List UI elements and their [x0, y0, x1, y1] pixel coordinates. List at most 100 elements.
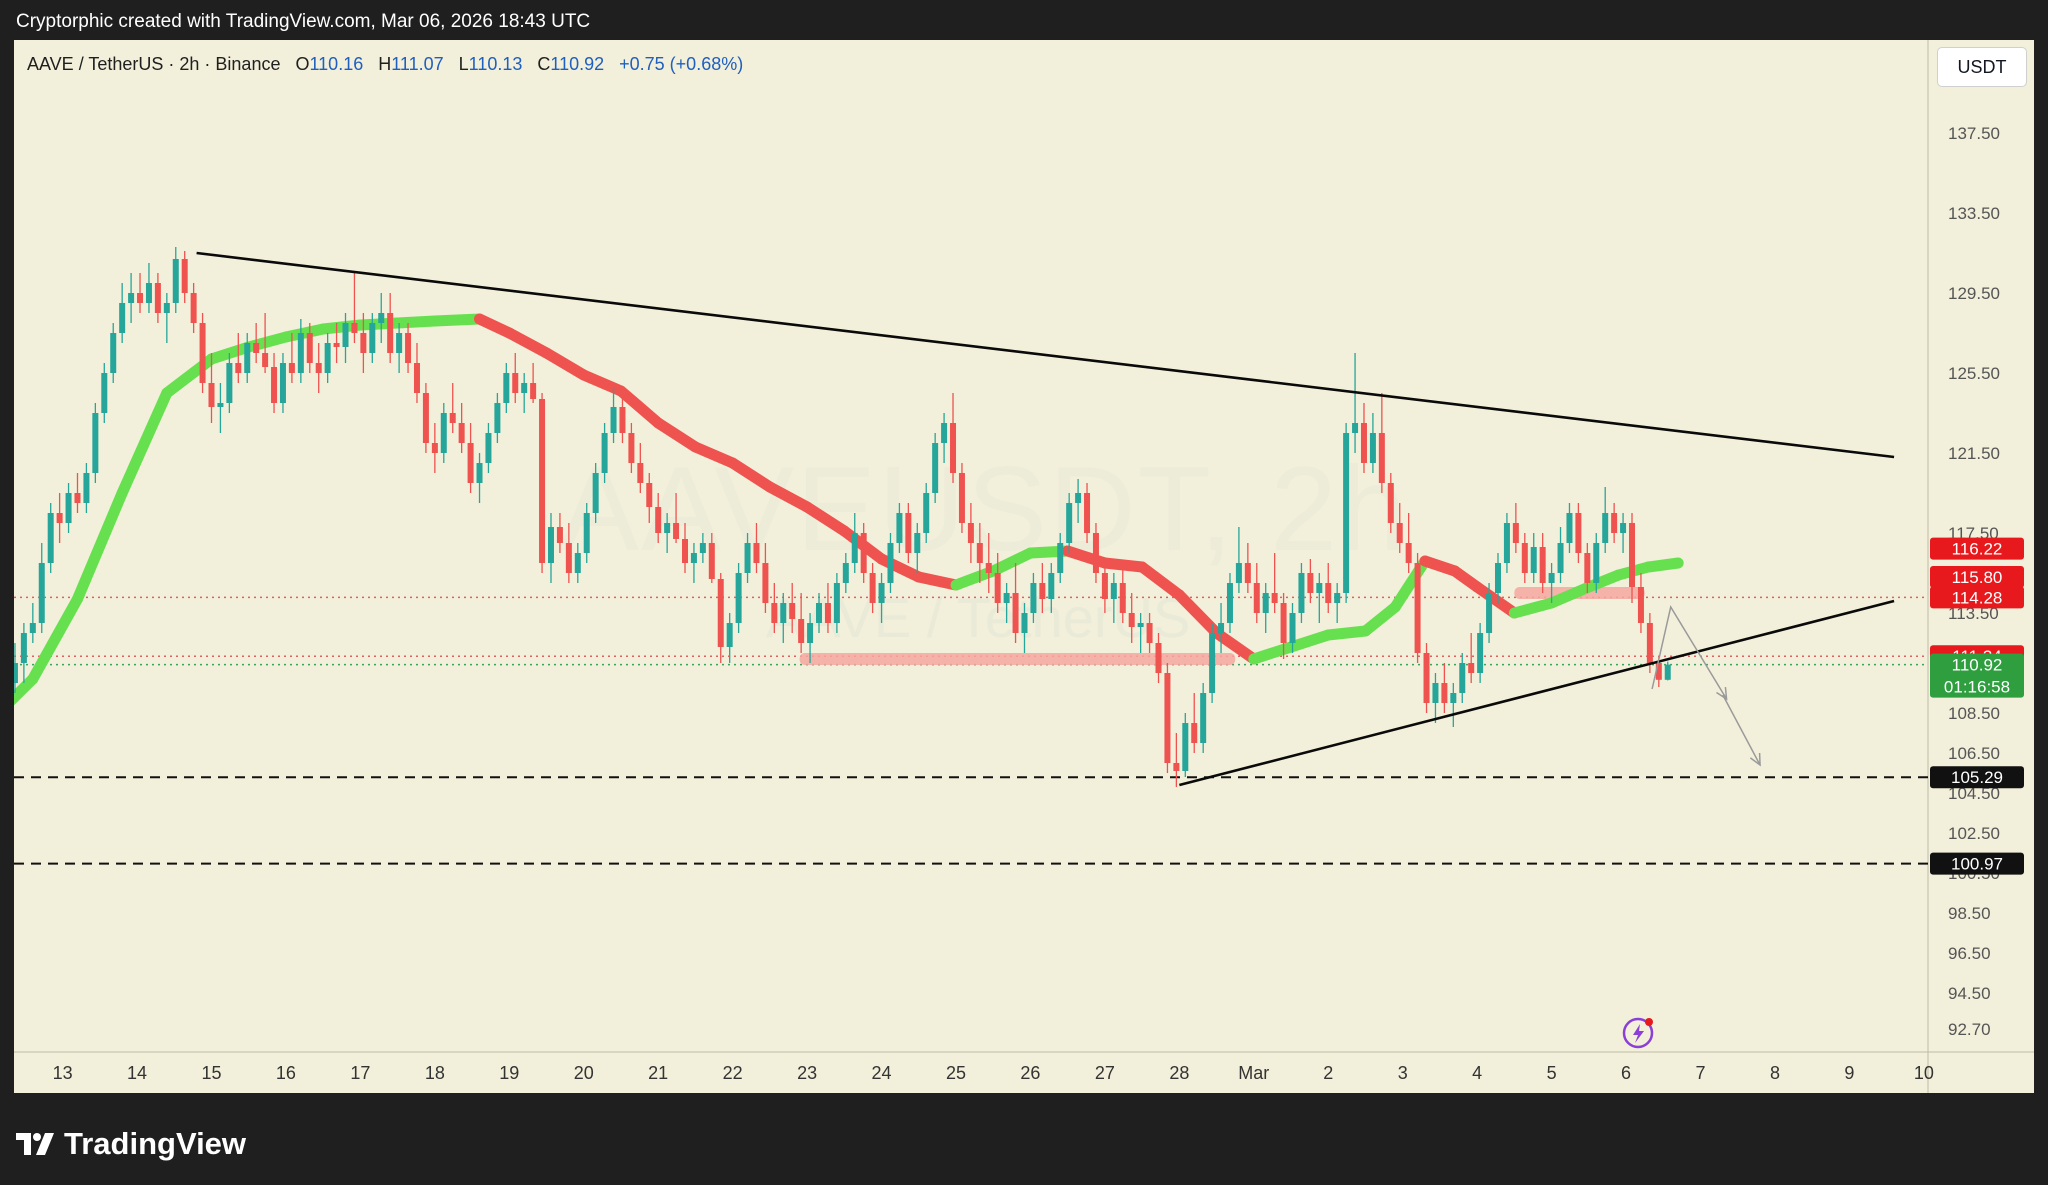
candle-up [887, 543, 894, 583]
change-value: +0.75 (+0.68%) [619, 54, 744, 74]
candle-down [619, 407, 626, 433]
low-label: L [458, 54, 469, 74]
candle-down [1253, 583, 1260, 613]
candle-up [807, 623, 814, 643]
candle-down [449, 413, 456, 423]
x-tick-label: 25 [946, 1063, 966, 1083]
tradingview-logo[interactable]: TradingView [16, 1126, 246, 1162]
y-tick-label: 98.50 [1948, 904, 1991, 923]
candle-down [646, 483, 653, 507]
candle-down [967, 523, 974, 543]
candle-down [950, 423, 957, 473]
candle-up [842, 563, 849, 583]
candle-up [1459, 663, 1466, 693]
x-tick-label: 20 [574, 1063, 594, 1083]
candle-up [163, 303, 170, 313]
candle-down [431, 443, 438, 453]
candle-down [1244, 563, 1251, 583]
moving-average-segment [1248, 641, 1297, 665]
moving-average-segment [1508, 597, 1558, 619]
candle-up [324, 343, 331, 373]
currency-button[interactable]: USDT [1937, 47, 2027, 87]
candle-up [1209, 633, 1216, 693]
candlestick-chart[interactable]: 137.50133.50129.50125.50121.50117.50113.… [14, 40, 2034, 1093]
candle-up [610, 407, 617, 433]
x-tick-label: Mar [1238, 1063, 1269, 1083]
candle-down [154, 283, 161, 313]
moving-average-segment [1099, 557, 1148, 573]
high-label: H [378, 54, 392, 74]
candle-down [315, 363, 322, 373]
trendline [1179, 599, 1895, 787]
x-tick-label: 15 [201, 1063, 221, 1083]
candle-up [1352, 423, 1359, 433]
candle-down [74, 493, 81, 503]
symbol-title[interactable]: AAVE / TetherUS · 2h · Binance [27, 54, 281, 74]
x-tick-label: 27 [1095, 1063, 1115, 1083]
candle-up [744, 543, 751, 573]
candle-up [664, 523, 671, 533]
candle-up [279, 363, 286, 403]
y-tick-label: 102.50 [1948, 824, 2000, 843]
y-tick-label: 108.50 [1948, 704, 2000, 723]
candle-down [413, 363, 420, 393]
chart-area[interactable]: AAVEUSDT, 2h AAVE / TetherUS 137.50 133.5… [14, 40, 2034, 1093]
x-tick-label: 3 [1398, 1063, 1408, 1083]
price-label-box [1930, 537, 2024, 560]
high-value: 111.07 [391, 54, 444, 74]
x-tick-label: 8 [1770, 1063, 1780, 1083]
x-tick-label: 24 [872, 1063, 892, 1083]
y-tick-label: 94.50 [1948, 984, 1991, 1003]
moving-average-segment [876, 553, 925, 583]
candle-up [1226, 583, 1233, 623]
candle-up [1110, 583, 1117, 599]
candle-down [958, 473, 965, 523]
x-tick-label: 28 [1169, 1063, 1189, 1083]
candle-down [1084, 493, 1091, 533]
candle-up [1343, 433, 1350, 593]
moving-average-segment [1173, 589, 1223, 639]
candle-down [1396, 523, 1403, 543]
candle-up [923, 493, 930, 533]
candle-up [378, 313, 385, 323]
candle-down [56, 513, 63, 523]
candle-down [208, 383, 215, 407]
candle-down [1423, 653, 1430, 703]
candle-up [1182, 723, 1189, 771]
trendline [196, 251, 1895, 459]
price-label: 114.28 [1952, 588, 2003, 607]
candle-down [1173, 763, 1180, 771]
moving-average-segment [503, 327, 553, 359]
top-bar: Cryptorphic created with TradingView.com… [0, 0, 2048, 40]
candle-up [583, 513, 590, 553]
candle-down [1441, 683, 1448, 703]
candle-down [1539, 547, 1546, 583]
candle-up [896, 513, 903, 543]
candle-up [1432, 683, 1439, 703]
projection-arrow-head [1749, 752, 1761, 767]
footer: TradingView [0, 1093, 2048, 1185]
moving-average-segment [578, 369, 627, 397]
moving-average-segment [727, 457, 776, 493]
price-label: 110.92 [1952, 656, 2003, 675]
candle-up [244, 343, 251, 373]
candle-up [1137, 623, 1144, 627]
candle-up [1602, 513, 1609, 543]
candle-down [1164, 673, 1171, 763]
candle-down [789, 603, 796, 619]
candle-up [1057, 543, 1064, 573]
candle-down [976, 543, 983, 563]
candle-up [1003, 593, 1010, 603]
candle-up [172, 259, 179, 303]
candle-up [735, 573, 742, 623]
candle-up [1262, 593, 1269, 613]
candle-up [1316, 583, 1323, 593]
candle-up [226, 363, 233, 403]
candle-up [941, 423, 948, 443]
candle-up [816, 603, 823, 623]
candle-down [682, 539, 689, 563]
price-label: 100.97 [1951, 855, 2003, 874]
candle-down [467, 443, 474, 483]
candle-down [271, 367, 278, 403]
candle-down [905, 513, 912, 553]
